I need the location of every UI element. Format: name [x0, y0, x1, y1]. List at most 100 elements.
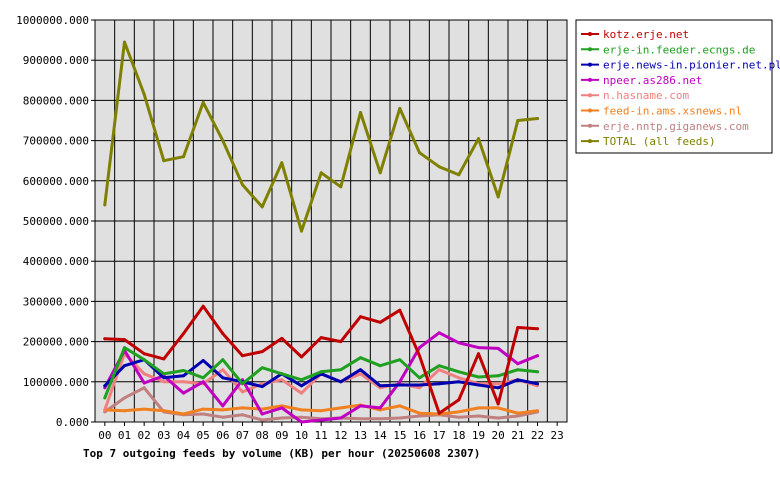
- data-point: [378, 384, 382, 388]
- data-point: [319, 409, 323, 413]
- data-point: [359, 356, 362, 360]
- data-point: [516, 414, 520, 418]
- data-point: [221, 368, 225, 372]
- x-tick-label: 14: [374, 429, 388, 442]
- data-point: [241, 354, 244, 358]
- data-point: [496, 402, 500, 406]
- data-point: [280, 161, 284, 165]
- data-point: [398, 358, 402, 362]
- data-point: [516, 119, 520, 122]
- data-point: [359, 368, 362, 372]
- chart-title: Top 7 outgoing feeds by volume (KB) per …: [83, 447, 480, 460]
- legend: kotz.erje.net erje-in.feeder.ecngs.de erje…: [575, 19, 780, 154]
- legend-marker: [588, 93, 592, 98]
- y-tick-label: 900000.000: [23, 54, 89, 67]
- data-point: [142, 352, 146, 356]
- y-tick-label: 700000.000: [23, 135, 89, 148]
- data-point: [142, 358, 146, 362]
- data-point: [142, 92, 146, 96]
- data-point: [162, 409, 166, 413]
- legend-marker: [588, 77, 592, 82]
- data-point: [496, 374, 500, 378]
- data-point: [516, 326, 520, 329]
- y-tick-label: 100000.000: [23, 376, 89, 389]
- data-point: [201, 380, 205, 384]
- data-point: [359, 404, 362, 408]
- data-point: [378, 406, 382, 410]
- data-point: [103, 337, 107, 341]
- legend-marker: [588, 32, 592, 36]
- data-point: [280, 378, 284, 382]
- legend-box: [575, 19, 773, 154]
- data-point: [201, 100, 205, 104]
- data-point: [457, 341, 461, 345]
- data-point: [201, 304, 205, 308]
- data-point: [182, 391, 185, 395]
- data-point: [241, 413, 244, 417]
- data-point: [142, 381, 146, 385]
- x-tick-label: 12: [334, 429, 347, 442]
- data-point: [123, 40, 126, 44]
- data-point: [221, 408, 225, 412]
- data-point: [359, 417, 362, 421]
- data-point: [536, 409, 539, 413]
- x-tick-label: 03: [157, 429, 170, 442]
- data-point: [536, 382, 539, 386]
- data-point: [496, 382, 500, 386]
- data-point: [319, 418, 323, 422]
- x-tick-label: 09: [275, 429, 288, 442]
- x-tick-label: 22: [531, 429, 544, 442]
- legend-label: npeer.as286.net: [603, 74, 702, 87]
- data-point: [477, 406, 480, 410]
- data-point: [418, 411, 421, 415]
- data-point: [260, 418, 264, 422]
- data-point: [123, 396, 126, 400]
- data-point: [457, 398, 461, 402]
- data-point: [536, 370, 539, 374]
- data-point: [457, 376, 461, 380]
- data-point: [280, 416, 284, 420]
- data-point: [516, 378, 520, 382]
- y-tick-label: 0.000: [56, 416, 89, 429]
- data-point: [162, 159, 166, 163]
- data-point: [418, 151, 421, 155]
- x-tick-label: 11: [315, 429, 328, 442]
- data-point: [418, 386, 421, 390]
- data-point: [162, 380, 166, 384]
- data-point: [103, 396, 107, 400]
- data-point: [182, 155, 185, 159]
- data-point: [241, 382, 244, 386]
- data-point: [201, 376, 205, 380]
- data-point: [437, 382, 441, 386]
- x-tick-label: 16: [413, 429, 426, 442]
- data-point: [418, 383, 421, 387]
- data-point: [418, 376, 421, 380]
- data-point: [221, 415, 225, 419]
- data-point: [103, 384, 107, 388]
- data-point: [418, 346, 421, 350]
- data-point: [339, 368, 343, 372]
- data-point: [457, 380, 461, 384]
- data-point: [182, 374, 185, 378]
- x-tick-label: 01: [118, 429, 131, 442]
- x-tick-label: 20: [492, 429, 505, 442]
- data-point: [477, 414, 480, 418]
- data-point: [477, 352, 480, 356]
- data-point: [182, 369, 185, 372]
- data-point: [477, 346, 480, 350]
- data-point: [162, 357, 166, 361]
- data-point: [241, 406, 244, 410]
- data-point: [359, 315, 362, 319]
- x-tick-label: 00: [98, 429, 111, 442]
- data-point: [536, 117, 539, 120]
- data-point: [201, 359, 205, 362]
- data-point: [437, 331, 441, 335]
- data-point: [339, 380, 343, 384]
- data-point: [398, 106, 402, 110]
- data-point: [418, 414, 421, 418]
- data-point: [496, 386, 500, 390]
- data-point: [221, 358, 225, 362]
- data-point: [437, 364, 441, 368]
- x-tick-label: 15: [393, 429, 406, 442]
- data-point: [260, 350, 264, 354]
